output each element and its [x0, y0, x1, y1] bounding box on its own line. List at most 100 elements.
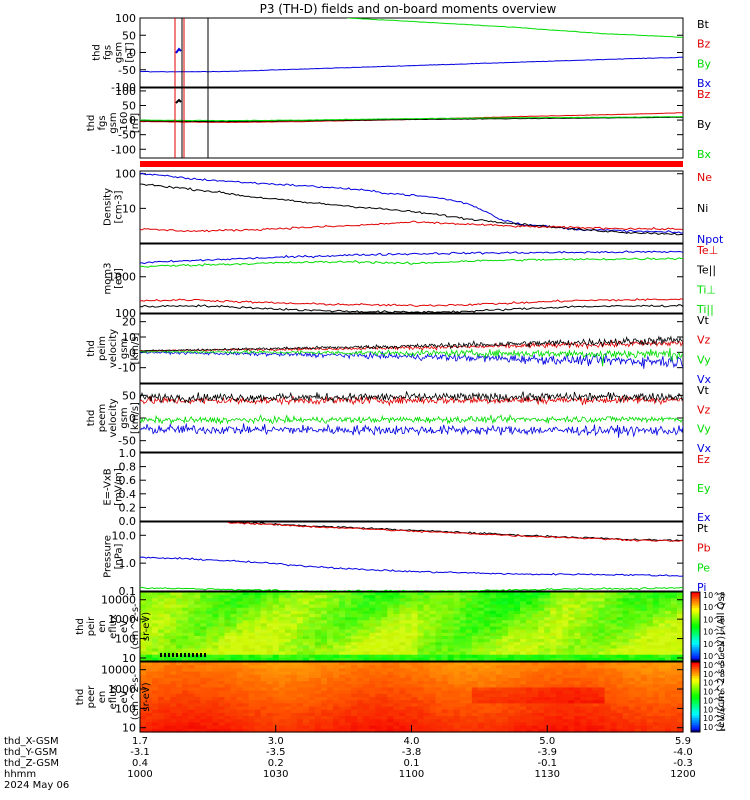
heatmap-cell [381, 697, 388, 701]
heatmap-cell [411, 645, 419, 650]
heatmap-cell [302, 665, 310, 669]
heatmap-cell [212, 629, 220, 634]
heatmap-cell [351, 613, 358, 618]
heatmap-cell [471, 617, 479, 621]
heatmap-cell [188, 607, 195, 612]
heatmap-cell [194, 725, 201, 730]
heatmap-cell [212, 674, 220, 679]
heatmap-cell [200, 613, 207, 618]
heatmap-cell [212, 610, 220, 615]
heatmap-cell [532, 632, 539, 637]
heatmap-cell [465, 671, 473, 676]
heatmap-cell [212, 684, 220, 689]
heatmap-cell [188, 687, 195, 692]
heatmap-cell [502, 722, 509, 727]
heatmap-cell [435, 706, 443, 711]
heatmap-cell [339, 623, 346, 628]
legend-entry: Bx [697, 77, 712, 90]
heatmap-cell [580, 648, 588, 653]
heatmap-cell [604, 671, 612, 676]
heatmap-cell [206, 719, 213, 724]
heatmap-cell [345, 639, 352, 643]
heatmap-cell [441, 595, 449, 599]
heatmap-cell [514, 693, 521, 698]
heatmap-cell [417, 709, 425, 714]
heatmap-cell [182, 607, 189, 612]
heatmap-cell [230, 604, 238, 609]
heatmap-cell [502, 648, 509, 653]
heatmap-cell [321, 645, 328, 650]
heatmap-cell [381, 620, 388, 624]
colorbar-step [691, 640, 700, 644]
heatmap-cell [495, 657, 503, 662]
colorbar-tick-label: 10^7 [703, 679, 725, 688]
heatmap-cell [278, 651, 286, 656]
heatmap-cell [429, 725, 437, 730]
heatmap-cell [580, 642, 588, 646]
heatmap-cell [321, 722, 328, 727]
heatmap-cell [544, 639, 551, 643]
heatmap-cell [441, 703, 449, 708]
heatmap-cell [417, 677, 425, 682]
heatmap-cell [423, 677, 431, 682]
heatmap-cell [399, 690, 407, 695]
heatmap-cell [164, 592, 171, 596]
heatmap-cell [423, 674, 431, 679]
heatmap-cell [176, 604, 183, 609]
heatmap-cell [495, 617, 503, 621]
heatmap-cell [526, 623, 533, 628]
heatmap-cell [254, 645, 262, 650]
heatmap-cell [610, 687, 618, 692]
heatmap-cell [254, 617, 262, 621]
heatmap-cell [652, 677, 660, 682]
heatmap-cell [562, 645, 569, 650]
heatmap-cell [164, 674, 171, 679]
heatmap-cell [622, 700, 630, 704]
heatmap-cell [176, 706, 183, 711]
heatmap-cell [538, 604, 545, 609]
heatmap-cell [314, 651, 322, 656]
heatmap-cell [218, 645, 226, 650]
heatmap-cell [176, 709, 183, 714]
heatmap-cell [284, 690, 292, 695]
heatmap-cell [345, 681, 352, 685]
heatmap-cell [314, 598, 322, 603]
heatmap-cell [622, 635, 630, 640]
heatmap-cell [526, 697, 533, 701]
heatmap-cell [465, 613, 473, 618]
heatmap-cell [176, 700, 183, 704]
heatmap-cell [375, 665, 382, 669]
heatmap-cell [308, 632, 316, 637]
heatmap-cell [224, 674, 232, 679]
heatmap-cell [363, 697, 370, 701]
series-line-Ni [140, 183, 683, 236]
heatmap-cell [339, 728, 346, 733]
heatmap-cell [242, 642, 250, 646]
heatmap-cell [520, 613, 527, 618]
heatmap-cell [562, 722, 569, 727]
heatmap-cell [544, 601, 551, 606]
heatmap-cell [278, 623, 286, 628]
heatmap-cell [502, 662, 509, 666]
heatmap-cell [538, 681, 545, 685]
heatmap-cell [248, 677, 256, 682]
heatmap-cell [550, 639, 557, 643]
heatmap-cell [616, 617, 624, 621]
y-tick-label: 0 [129, 346, 136, 359]
heatmap-cell [381, 598, 388, 603]
heatmap-cell [670, 648, 678, 653]
heatmap-cell [622, 595, 630, 599]
heatmap-cell [357, 617, 364, 621]
heatmap-cell [658, 668, 666, 673]
heatmap-cell [640, 671, 648, 676]
heatmap-cell [218, 607, 226, 612]
heatmap-cell [290, 613, 298, 618]
heatmap-cell [345, 607, 352, 612]
heatmap-cell [634, 629, 642, 634]
heatmap-cell [634, 651, 642, 656]
heatmap-cell [266, 632, 274, 637]
heatmap-cell [646, 651, 654, 656]
heatmap-cell [453, 709, 461, 714]
heatmap-cell [670, 700, 678, 704]
heatmap-cell [628, 712, 636, 717]
